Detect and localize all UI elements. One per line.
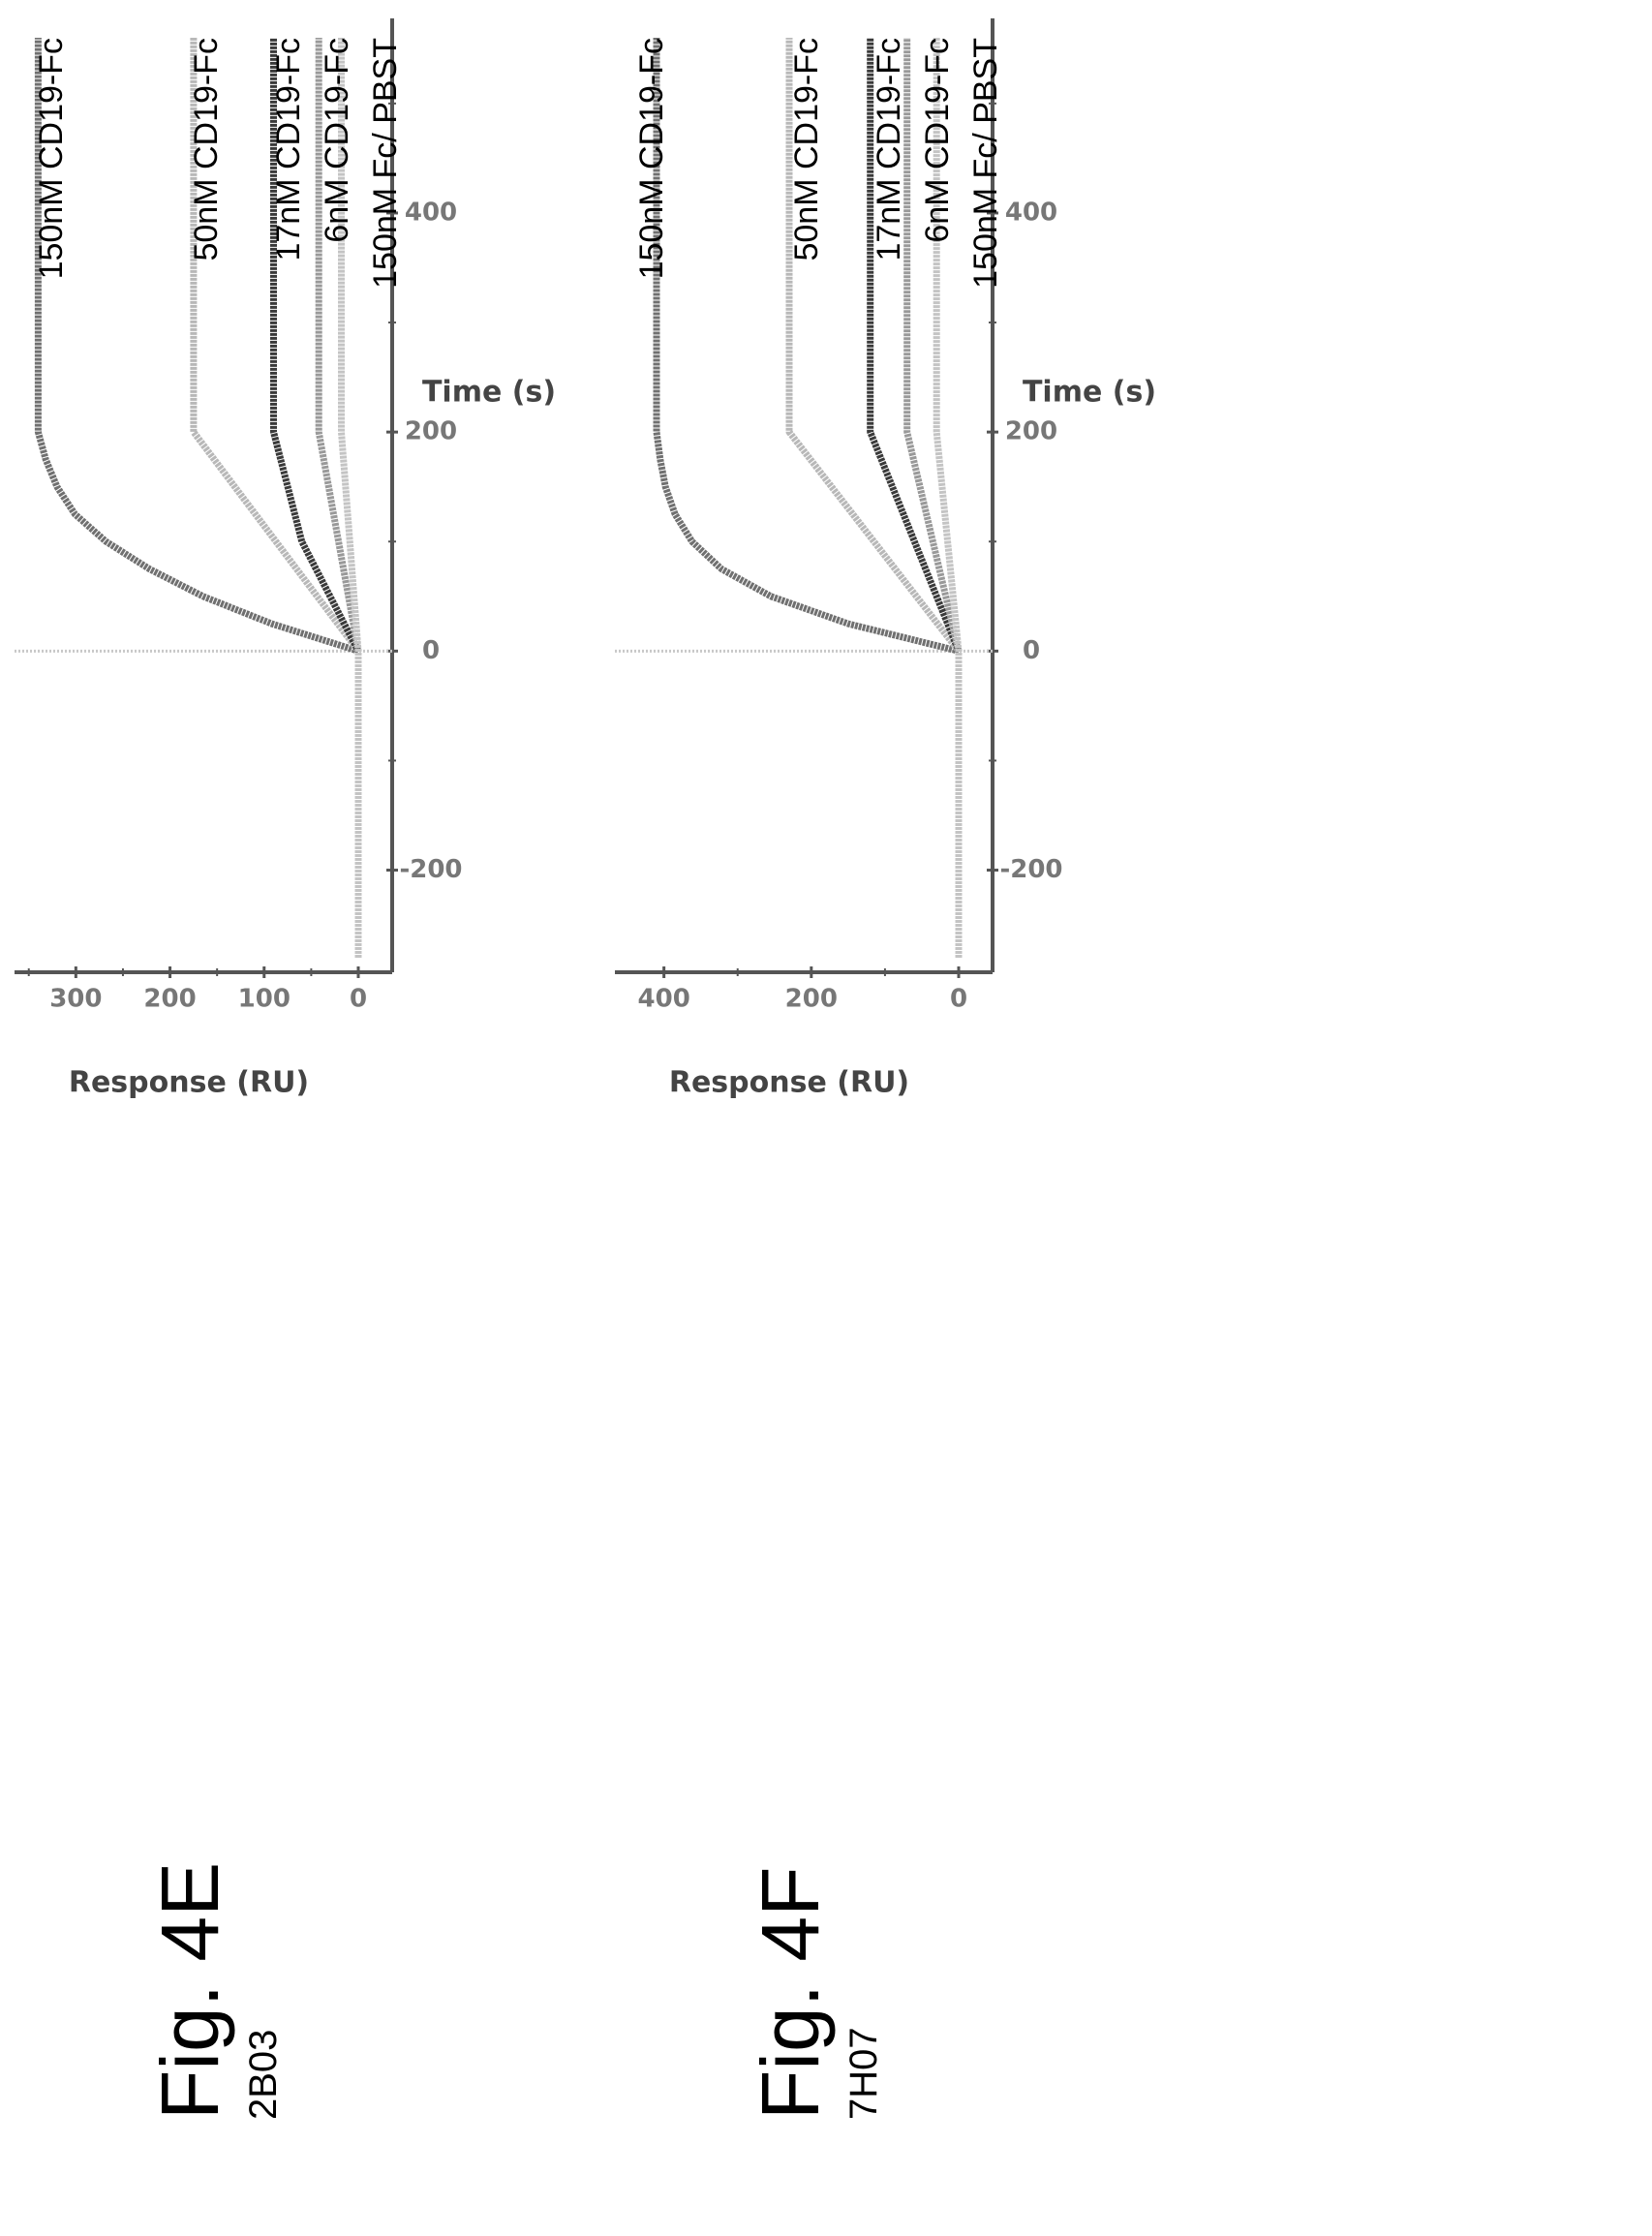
y-tick-label: 300 [49,985,102,1014]
y-tick-label: 100 [238,985,291,1014]
y-axis-title: Response (RU) [69,1066,309,1100]
legend-entry: 6nM CD19-Fc [319,38,355,243]
series-line-150nm-fc-pbst [338,38,362,958]
series-line-150nm-cd19-fc [653,38,963,958]
figure-label: Fig. 4F [745,1867,836,2120]
series-line-17nm-cd19-fc [270,38,362,958]
figure-subtitle: 2B03 [242,2030,285,2120]
y-tick-label: 200 [143,985,196,1014]
x-axis-title: Time (s) [1023,376,1156,410]
x-tick-label: 0 [422,636,440,665]
y-axis-title: Response (RU) [669,1066,909,1100]
legend-entry: 150nM CD19-Fc [33,38,70,279]
legend-entry: 150nM Fc/ PBST [367,38,404,289]
series-line-150nm-cd19-fc [34,38,362,958]
series-line-150nm-fc-pbst [933,38,963,958]
y-tick-label: 200 [785,985,838,1014]
legend-entry: 150nM CD19-Fc [633,38,670,279]
x-tick-label: 0 [1023,636,1040,665]
legend-entry: 50nM CD19-Fc [788,38,825,261]
legend-entry: 50nM CD19-Fc [188,38,225,261]
legend-entry: 17nM CD19-Fc [270,38,307,261]
chart-panel-4e: 0 100 200 300 -200 0 200 400 Response (RU) Time (… [15,18,556,2120]
legend-entry: 150nM Fc/ PBST [967,38,1004,289]
x-axis-title: Time (s) [422,376,556,410]
y-tick-label: 0 [350,985,367,1014]
y-tick-label: 400 [638,985,690,1014]
legend-entry: 17nM CD19-Fc [871,38,907,261]
x-tick-label: -200 [399,855,462,884]
legend-entry: 6nM CD19-Fc [919,38,956,243]
figure-subtitle: 7H07 [842,2027,885,2120]
x-tick-label: 200 [1005,417,1057,446]
x-tick-label: 200 [405,417,457,446]
figure-label: Fig. 4E [144,1862,235,2120]
x-tick-label: -200 [999,855,1062,884]
chart-panel-4f: 0 200 400 -200 0 200 400 Response (RU) Time (s) 1… [615,18,1156,2120]
x-tick-label: 400 [405,198,457,227]
y-tick-label: 0 [950,985,967,1014]
x-tick-label: 400 [1005,198,1057,227]
